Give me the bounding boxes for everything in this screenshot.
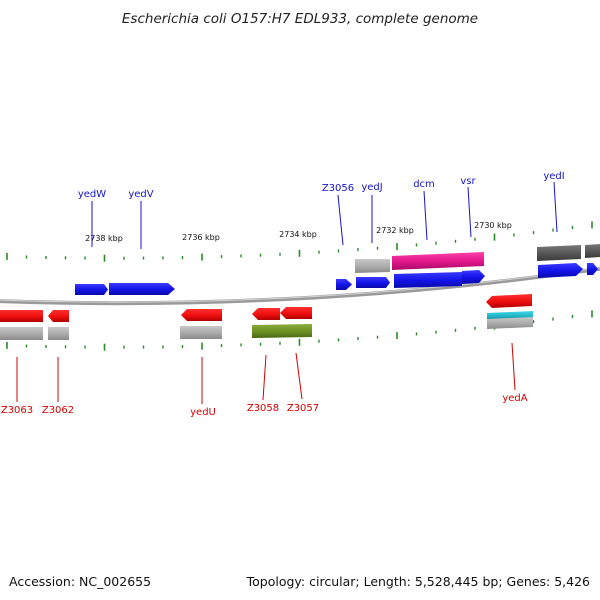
top-leader-lines	[91, 181, 558, 249]
gene-label-yedA: yedA	[502, 393, 527, 404]
gene-label-vsr: vsr	[460, 176, 476, 187]
gene-label-Z3056: Z3056	[322, 183, 354, 194]
gene-Z3057	[280, 307, 312, 319]
gene-label-yedJ: yedJ	[361, 182, 382, 193]
gene-yedI	[538, 263, 583, 278]
feature-dark-yedI	[537, 245, 581, 261]
gene-Z3062	[48, 310, 69, 322]
map-title: Escherichia coli O157:H7 EDL933, complet…	[122, 11, 478, 27]
gene-label-Z3058: Z3058	[247, 403, 279, 414]
gene-label-dcm: dcm	[413, 179, 435, 190]
gene-yedU	[181, 309, 222, 321]
kbp-label-2734: 2734 kbp	[279, 230, 317, 239]
gene-label-Z3063: Z3063	[1, 405, 33, 416]
summary-text: Topology: circular; Length: 5,528,445 bp…	[246, 574, 590, 589]
genome-backbone	[0, 266, 600, 306]
accession-text: Accession: NC_002655	[9, 574, 151, 589]
feature-olive-Z3058	[252, 324, 312, 338]
gene-Z3056	[336, 279, 352, 290]
gene-yedA	[486, 294, 532, 308]
gene-yedJ	[356, 277, 390, 288]
gene-yedW	[75, 284, 108, 295]
feature-grey-yedU	[180, 326, 222, 339]
gene-Z3063	[0, 310, 43, 322]
gene-label-Z3057: Z3057	[287, 403, 319, 414]
ticks-bottom	[6, 310, 593, 351]
kbp-label-2736: 2736 kbp	[182, 233, 220, 242]
kbp-label-2730: 2730 kbp	[474, 221, 512, 230]
ticks-top	[6, 221, 593, 262]
gene-dcm	[394, 272, 462, 288]
feature-grey-Z3062	[48, 327, 69, 340]
gene-label-yedU: yedU	[190, 407, 216, 418]
feature-magenta-dcm	[392, 252, 484, 270]
gene-Z3058	[252, 308, 280, 320]
gene-yedV	[109, 283, 175, 295]
feature-grey-Z3063	[0, 327, 43, 340]
gene-label-yedI: yedI	[543, 171, 564, 182]
gene-label-yedV: yedV	[128, 189, 153, 200]
feature-grey-yedA	[487, 317, 533, 329]
reverse-features	[0, 294, 533, 340]
genome-backbone-highlight	[0, 267, 600, 303]
gene-vsr	[462, 270, 485, 284]
forward-features	[75, 244, 600, 295]
kbp-label-2732: 2732 kbp	[376, 226, 414, 235]
gene-label-yedW: yedW	[78, 189, 106, 200]
bottom-leader-lines	[16, 342, 516, 404]
kbp-label-2738: 2738 kbp	[85, 234, 123, 243]
gene-label-Z3062: Z3062	[42, 405, 74, 416]
feature-dark-edge	[585, 244, 600, 258]
feature-grey-yedJ	[355, 259, 390, 273]
gene-edge-right	[587, 263, 598, 275]
